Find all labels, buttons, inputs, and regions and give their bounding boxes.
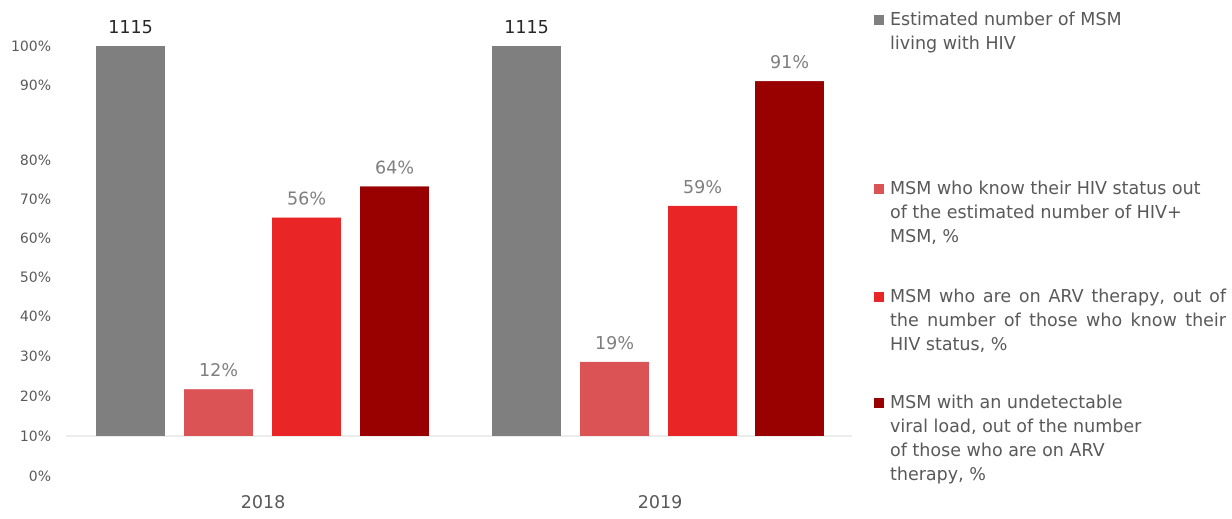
legend-label: MSM with an undetectable viral load, out…: [890, 393, 1142, 485]
data-label: 64%: [375, 158, 414, 178]
y-tick-label: 30%: [20, 349, 51, 365]
y-axis-ticks: 0% 10% 20% 30% 40% 50% 60% 70% 80% 90% 100%: [11, 39, 51, 485]
legend-swatch: [874, 292, 884, 302]
legend: Estimated number of MSM living with HIV …: [874, 0, 1230, 515]
x-tick-label: 2018: [241, 493, 286, 513]
legend-swatch: [874, 398, 884, 408]
y-tick-label: 10%: [20, 429, 51, 445]
legend-item: Estimated number of MSM living with HIV: [874, 8, 1226, 56]
data-label: 56%: [287, 190, 326, 210]
data-label: 59%: [683, 178, 722, 198]
legend-swatch: [874, 15, 884, 25]
bar: [96, 46, 165, 436]
bar: [755, 81, 824, 436]
data-label: 12%: [199, 361, 238, 381]
bar: [492, 46, 561, 436]
y-tick-label: 40%: [20, 309, 51, 325]
y-tick-label: 100%: [11, 39, 51, 55]
bar: [580, 361, 649, 436]
data-label: 1115: [504, 18, 549, 38]
data-label: 91%: [770, 53, 809, 73]
y-tick-label: 80%: [20, 153, 51, 169]
data-label: 19%: [595, 334, 634, 354]
bar-group: [96, 46, 824, 436]
legend-item: MSM who are on ARV therapy, out of the n…: [874, 285, 1226, 357]
bar: [668, 205, 737, 436]
x-tick-label: 2019: [638, 493, 683, 513]
y-tick-label: 90%: [20, 78, 51, 94]
legend-swatch: [874, 184, 884, 194]
legend-label: MSM who are on ARV therapy, out of the n…: [890, 287, 1226, 355]
y-tick-label: 50%: [20, 270, 51, 286]
y-tick-label: 0%: [29, 469, 51, 485]
x-axis-ticks: 2018 2019: [241, 493, 683, 513]
legend-label: Estimated number of MSM living with HIV: [890, 10, 1122, 54]
bar: [360, 186, 429, 436]
y-tick-label: 60%: [20, 231, 51, 247]
data-label: 1115: [108, 18, 153, 38]
y-tick-label: 70%: [20, 192, 51, 208]
legend-label: MSM who know their HIV status out of the…: [890, 179, 1201, 247]
y-tick-label: 20%: [20, 389, 51, 405]
bar: [184, 389, 253, 436]
legend-item: MSM who know their HIV status out of the…: [874, 177, 1226, 249]
data-labels: 1115 1115 12% 19% 56% 59% 64% 91%: [108, 18, 809, 381]
legend-item: MSM with an undetectable viral load, out…: [874, 391, 1226, 487]
bar: [272, 217, 341, 436]
